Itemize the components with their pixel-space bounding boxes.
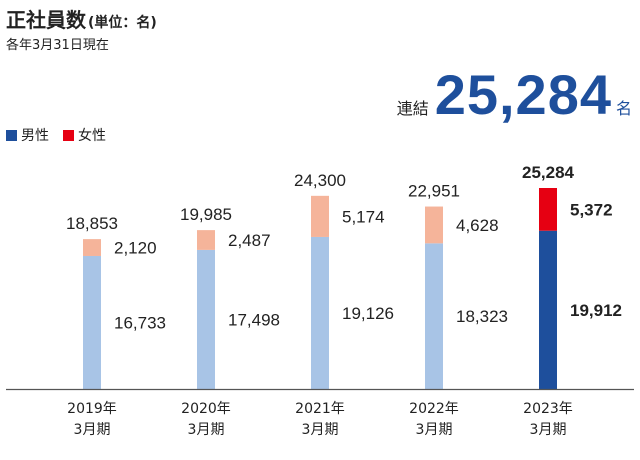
- label-female-0: 2,120: [114, 239, 157, 258]
- bar-male-1: [197, 249, 215, 389]
- x-tick-label-3-year: 2022年: [409, 401, 459, 417]
- bar-female-4: [539, 188, 557, 231]
- x-tick-label-4-year: 2023年: [523, 401, 573, 417]
- unit-label: (単位：名): [88, 15, 157, 31]
- bar-male-2: [311, 236, 329, 389]
- label-total-4: 25,284: [522, 163, 575, 182]
- x-tick-label-1-period: 3月期: [188, 422, 225, 438]
- consolidated-total: 連結 25,284 名: [397, 62, 632, 127]
- label-male-2: 19,126: [342, 304, 394, 323]
- legend-item-female: 女性: [63, 125, 106, 145]
- bar-female-0: [83, 239, 101, 256]
- x-tick-label-2-period: 3月期: [302, 422, 339, 438]
- bar-male-4: [539, 230, 557, 389]
- x-tick-label-1-year: 2020年: [181, 401, 231, 417]
- legend-swatch-male: [6, 129, 17, 141]
- legend-item-male: 男性: [6, 125, 49, 145]
- chart-title: 正社員数: [6, 8, 86, 32]
- x-tick-label-2-year: 2021年: [295, 401, 345, 417]
- label-male-3: 18,323: [456, 307, 508, 326]
- label-female-4: 5,372: [570, 200, 613, 219]
- label-male-1: 17,498: [228, 310, 280, 329]
- x-tick-label-4-period: 3月期: [530, 422, 567, 438]
- bar-male-0: [83, 255, 101, 389]
- bar-female-1: [197, 230, 215, 250]
- bar-female-2: [311, 195, 329, 237]
- label-female-1: 2,487: [228, 231, 271, 250]
- x-tick-label-0-year: 2019年: [67, 401, 117, 417]
- chart-title-block: 正社員数 (単位：名): [6, 4, 157, 33]
- consolidated-label: 連結: [396, 99, 429, 118]
- label-female-2: 5,174: [342, 207, 385, 226]
- bar-female-3: [425, 206, 443, 244]
- label-total-0: 18,853: [66, 214, 118, 233]
- legend-label-male: 男性: [21, 128, 49, 144]
- consolidated-unit: 名: [615, 99, 632, 118]
- x-tick-label-0-period: 3月期: [74, 422, 111, 438]
- consolidated-value: 25,284: [434, 63, 612, 126]
- legend-swatch-female: [63, 129, 74, 141]
- label-total-1: 19,985: [180, 205, 232, 224]
- label-total-3: 22,951: [408, 182, 460, 201]
- chart-subtitle: 各年3月31日現在: [6, 38, 109, 53]
- label-male-0: 16,733: [114, 313, 166, 332]
- legend-label-female: 女性: [78, 128, 106, 144]
- label-female-3: 4,628: [456, 216, 499, 235]
- label-total-2: 24,300: [294, 171, 346, 190]
- x-tick-label-3-period: 3月期: [416, 422, 453, 438]
- bar-male-3: [425, 243, 443, 389]
- legend: 男性 女性: [6, 125, 120, 145]
- label-male-4: 19,912: [570, 301, 622, 320]
